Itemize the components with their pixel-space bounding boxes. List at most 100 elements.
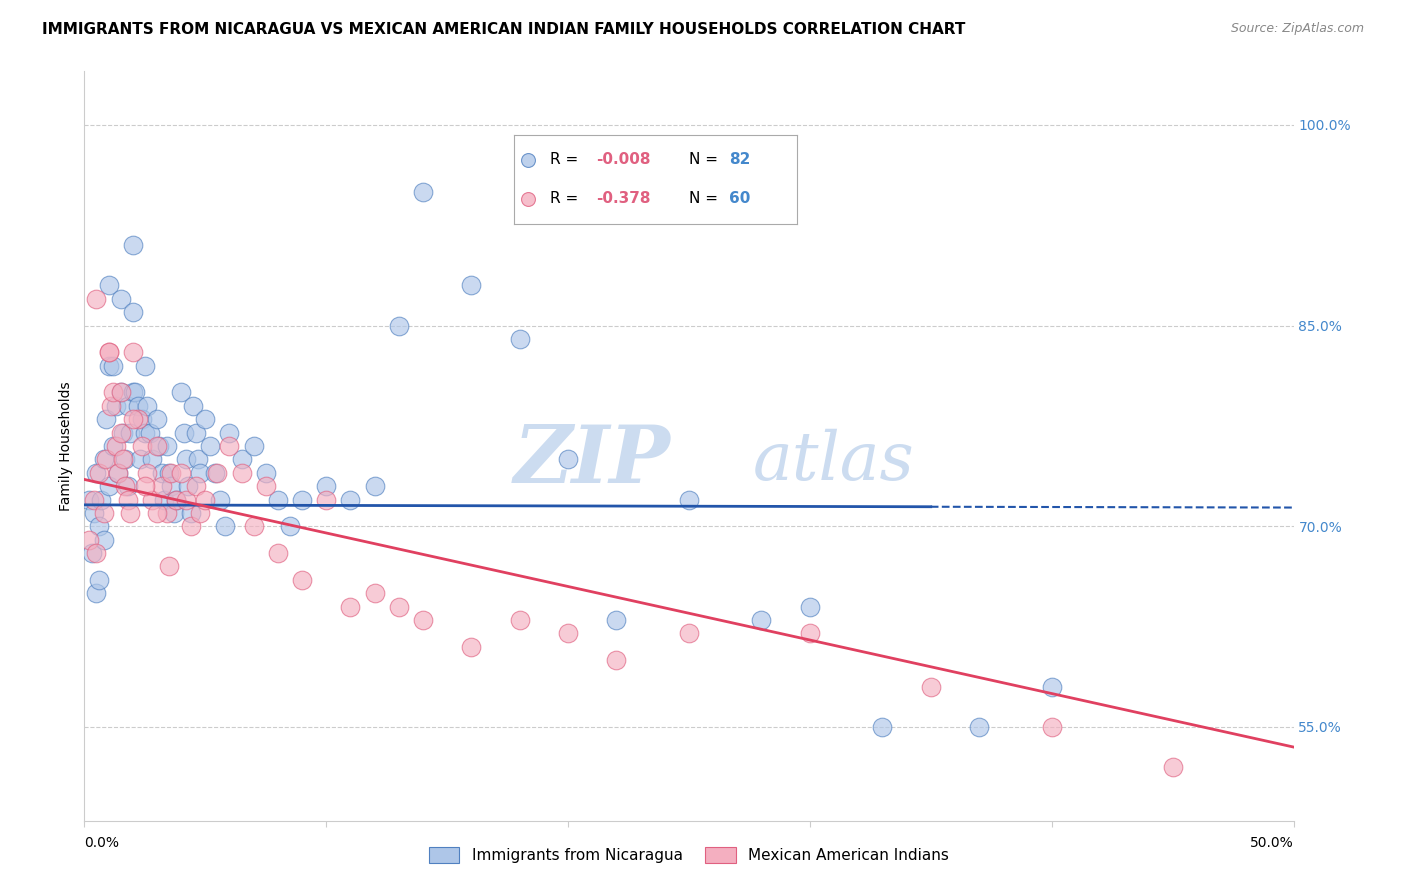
- Point: [173, 425, 195, 440]
- Point: [388, 318, 411, 333]
- Point: [177, 479, 200, 493]
- Point: [242, 439, 264, 453]
- Point: [112, 425, 135, 440]
- Point: [180, 506, 202, 520]
- Point: [751, 613, 773, 627]
- Point: [180, 519, 202, 533]
- Point: [799, 599, 821, 614]
- Point: [121, 238, 143, 252]
- Point: [97, 345, 120, 359]
- Point: [339, 599, 361, 614]
- Point: [146, 439, 169, 453]
- Point: [187, 452, 209, 467]
- Point: [1161, 760, 1184, 774]
- Point: [148, 439, 170, 453]
- Point: [103, 359, 125, 373]
- Point: [97, 359, 120, 373]
- Point: [120, 506, 142, 520]
- Point: [1040, 720, 1063, 734]
- Point: [214, 519, 236, 533]
- Point: [136, 399, 159, 413]
- Point: [363, 479, 385, 493]
- Text: atlas: atlas: [754, 428, 915, 493]
- Point: [103, 439, 125, 453]
- Point: [278, 519, 301, 533]
- Point: [127, 412, 149, 426]
- Point: [131, 439, 153, 453]
- Point: [141, 492, 163, 507]
- Point: [678, 492, 700, 507]
- Point: [86, 546, 108, 560]
- Text: R =: R =: [550, 191, 588, 206]
- Point: [136, 466, 159, 480]
- Point: [170, 385, 193, 400]
- Point: [339, 492, 361, 507]
- Point: [121, 385, 143, 400]
- Point: [605, 613, 627, 627]
- Text: Source: ZipAtlas.com: Source: ZipAtlas.com: [1230, 22, 1364, 36]
- Point: [121, 412, 143, 426]
- Point: [184, 479, 207, 493]
- Point: [134, 359, 156, 373]
- Point: [207, 466, 229, 480]
- Point: [103, 385, 125, 400]
- Point: [204, 466, 226, 480]
- Point: [194, 492, 217, 507]
- Point: [86, 466, 108, 480]
- Point: [460, 278, 482, 293]
- Text: -0.008: -0.008: [596, 152, 650, 167]
- Point: [678, 626, 700, 640]
- Point: [80, 546, 103, 560]
- Point: [363, 586, 385, 600]
- Text: 0.0%: 0.0%: [84, 836, 120, 849]
- Point: [83, 492, 105, 507]
- Point: [254, 466, 277, 480]
- Point: [190, 506, 212, 520]
- Text: 60: 60: [728, 191, 751, 206]
- Point: [557, 626, 579, 640]
- Point: [412, 613, 434, 627]
- Point: [120, 425, 142, 440]
- Point: [94, 452, 117, 467]
- Point: [93, 533, 115, 547]
- Point: [124, 385, 146, 400]
- Point: [117, 399, 139, 413]
- Point: [97, 479, 120, 493]
- Point: [388, 599, 411, 614]
- Point: [231, 466, 253, 480]
- Point: [218, 425, 240, 440]
- Point: [114, 452, 136, 467]
- Point: [86, 586, 108, 600]
- Text: IMMIGRANTS FROM NICARAGUA VS MEXICAN AMERICAN INDIAN FAMILY HOUSEHOLDS CORRELATI: IMMIGRANTS FROM NICARAGUA VS MEXICAN AME…: [42, 22, 966, 37]
- Point: [242, 519, 264, 533]
- Point: [100, 399, 122, 413]
- Point: [872, 720, 894, 734]
- Point: [153, 492, 176, 507]
- Text: -0.378: -0.378: [596, 191, 650, 206]
- Point: [315, 479, 337, 493]
- Point: [150, 479, 173, 493]
- Point: [920, 680, 942, 694]
- Point: [127, 399, 149, 413]
- Point: [516, 192, 538, 206]
- Text: N =: N =: [689, 152, 723, 167]
- Point: [110, 425, 132, 440]
- Point: [799, 626, 821, 640]
- Point: [90, 492, 112, 507]
- Point: [155, 439, 177, 453]
- Point: [97, 278, 120, 293]
- Point: [157, 559, 180, 574]
- Legend: Immigrants from Nicaragua, Mexican American Indians: Immigrants from Nicaragua, Mexican Ameri…: [423, 841, 955, 869]
- Point: [218, 439, 240, 453]
- Point: [110, 385, 132, 400]
- Point: [460, 640, 482, 654]
- Point: [174, 452, 197, 467]
- Point: [516, 153, 538, 167]
- Point: [110, 292, 132, 306]
- Point: [77, 492, 100, 507]
- Point: [77, 533, 100, 547]
- Point: [117, 492, 139, 507]
- Point: [121, 345, 143, 359]
- Point: [107, 466, 129, 480]
- Point: [104, 439, 127, 453]
